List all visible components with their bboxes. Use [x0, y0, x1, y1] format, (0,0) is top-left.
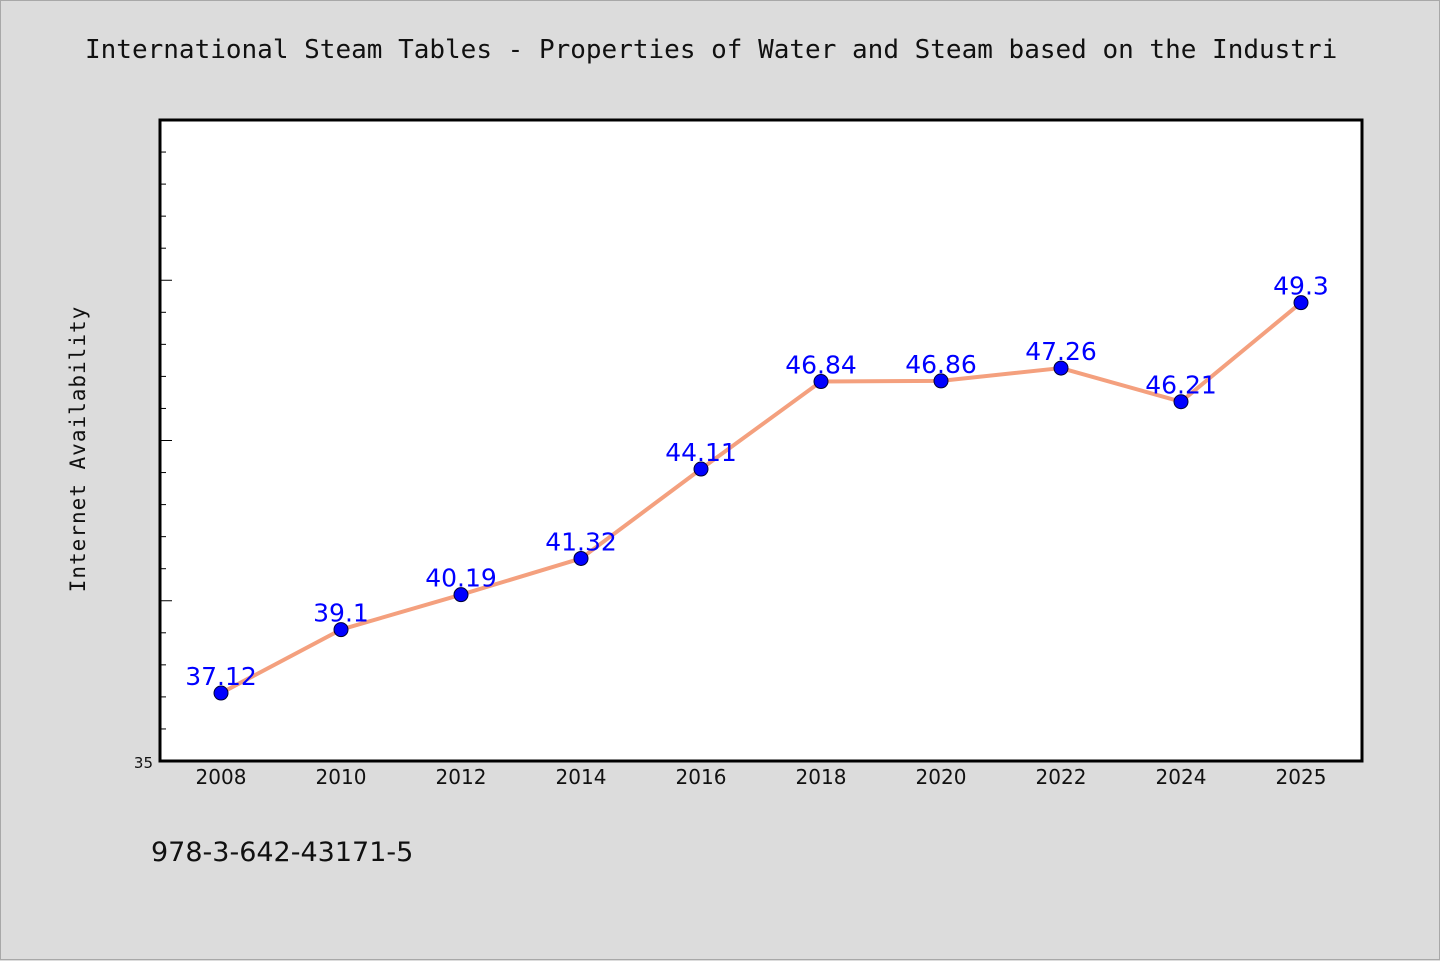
y-axis-label: Internet Availability [66, 306, 90, 593]
x-tick-label: 2025 [1276, 765, 1327, 789]
series-line [219, 300, 1303, 696]
x-tick-label: 2008 [196, 765, 247, 789]
data-point [333, 622, 349, 638]
x-tick-label: 2016 [676, 765, 727, 789]
data-point [213, 685, 229, 701]
data-point [1293, 295, 1309, 311]
data-point [813, 374, 829, 390]
x-tick-label: 2012 [436, 765, 487, 789]
x-tick-label: 2020 [916, 765, 967, 789]
data-point [933, 373, 949, 389]
data-point [1053, 360, 1069, 376]
x-tick-label: 2014 [556, 765, 607, 789]
data-point [1173, 394, 1189, 410]
data-point [573, 550, 589, 566]
y-minor-ticks [160, 151, 172, 730]
data-point [693, 461, 709, 477]
isbn-text: 978-3-642-43171-5 [151, 837, 414, 868]
x-tick-label: 2010 [316, 765, 367, 789]
x-tick-label: 2024 [1156, 765, 1207, 789]
data-point [453, 587, 469, 603]
x-tick-label: 2022 [1036, 765, 1087, 789]
x-axis-ticks: 2008 2010 2012 2014 2016 2018 2020 2022 2024 2025 [196, 765, 1327, 789]
y-tick-label: 35 [134, 754, 153, 772]
chart-title: International Steam Tables - Properties … [85, 35, 1338, 65]
x-tick-label: 2018 [796, 765, 847, 789]
plot-area [158, 118, 1364, 763]
